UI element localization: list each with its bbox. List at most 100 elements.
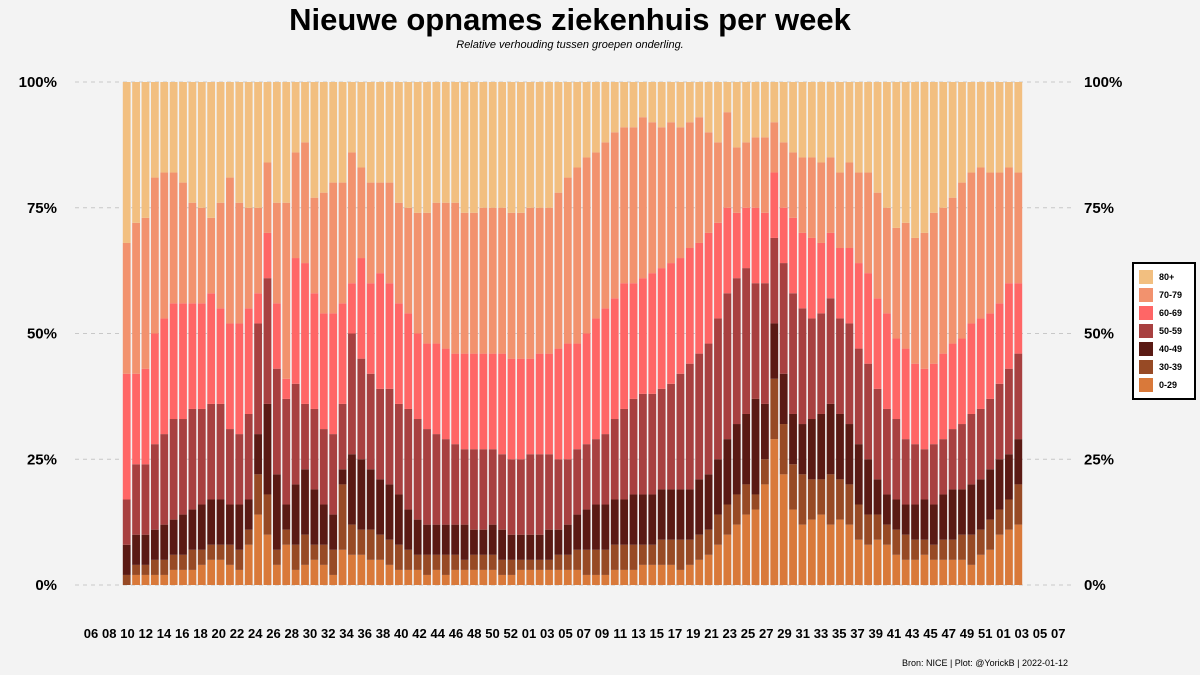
- x-tick-label: 44: [431, 626, 446, 641]
- x-tick-label: 11: [613, 626, 627, 641]
- bar-segment-40-49: [723, 439, 732, 505]
- bar-segment-0-29: [714, 544, 722, 585]
- bar-segment-80+: [864, 82, 873, 173]
- bar-segment-80+: [423, 82, 431, 213]
- bar-week-2: [141, 82, 150, 585]
- bar-segment-0-29: [226, 564, 234, 585]
- bar-segment-30-39: [235, 549, 244, 570]
- bar-week-16: [272, 82, 281, 585]
- bar-segment-0-29: [404, 569, 413, 585]
- bar-week-94: [1005, 82, 1013, 585]
- bar-segment-40-49: [498, 529, 507, 560]
- bar-segment-80+: [798, 82, 807, 158]
- bar-segment-80+: [479, 82, 488, 208]
- bar-segment-60-69: [798, 232, 807, 309]
- x-tick-label: 39: [869, 626, 883, 641]
- bar-segment-70-79: [160, 172, 169, 319]
- bar-segment-0-29: [1005, 529, 1013, 585]
- bar-segment-60-69: [526, 358, 535, 455]
- bar-segment-40-49: [920, 499, 929, 540]
- bar-segment-30-39: [667, 539, 675, 565]
- bar-week-89: [958, 82, 966, 585]
- bar-week-45: [545, 82, 553, 585]
- bar-segment-40-49: [516, 534, 525, 560]
- bar-segment-50-59: [207, 403, 216, 500]
- bar-segment-40-49: [864, 459, 873, 515]
- bar-segment-30-39: [883, 524, 891, 545]
- bar-segment-0-29: [150, 574, 159, 585]
- bar-segment-50-59: [226, 429, 234, 505]
- bar-segment-80+: [939, 82, 948, 208]
- bar-segment-70-79: [122, 242, 131, 374]
- y-tick-right-50: 50%: [1084, 326, 1114, 343]
- bar-segment-80+: [667, 82, 675, 123]
- bar-segment-80+: [714, 82, 722, 143]
- bar-segment-60-69: [704, 232, 713, 344]
- bar-segment-60-69: [441, 348, 450, 440]
- bar-segment-80+: [310, 82, 319, 198]
- bar-segment-40-49: [714, 459, 722, 515]
- bar-segment-0-29: [563, 569, 572, 585]
- bar-segment-40-49: [883, 494, 891, 525]
- bar-segment-0-29: [141, 574, 150, 585]
- bar-segment-0-29: [216, 559, 225, 585]
- bar-segment-60-69: [132, 373, 140, 465]
- bar-segment-70-79: [197, 207, 206, 304]
- source-caption: Bron: NICE | Plot: @YorickB | 2022-01-12: [901, 658, 1068, 668]
- bar-segment-0-29: [488, 569, 497, 585]
- bar-segment-70-79: [751, 137, 760, 208]
- bar-segment-0-29: [667, 564, 675, 585]
- bar-segment-0-29: [479, 569, 488, 585]
- bar-segment-70-79: [338, 182, 347, 304]
- bar-segment-50-59: [319, 429, 328, 505]
- bar-segment-80+: [498, 82, 507, 208]
- bar-segment-80+: [883, 82, 891, 208]
- bar-segment-80+: [751, 82, 760, 138]
- bar-segment-80+: [639, 82, 647, 118]
- bar-segment-0-29: [807, 519, 816, 585]
- bar-segment-40-49: [958, 489, 966, 535]
- bar-segment-80+: [1005, 82, 1013, 168]
- bar-segment-50-59: [404, 408, 413, 510]
- bar-segment-30-39: [976, 529, 985, 555]
- bar-segment-30-39: [385, 539, 394, 565]
- bar-segment-60-69: [160, 318, 169, 435]
- bar-segment-30-39: [629, 544, 638, 570]
- bar-week-6: [179, 82, 187, 585]
- bar-segment-50-59: [657, 388, 666, 490]
- x-tick-label: 41: [887, 626, 901, 641]
- bar-segment-70-79: [742, 142, 751, 208]
- bar-segment-0-29: [629, 569, 638, 585]
- bar-segment-50-59: [498, 454, 507, 530]
- bar-segment-40-49: [751, 398, 760, 495]
- bar-segment-30-39: [676, 539, 685, 570]
- bar-segment-30-39: [226, 544, 234, 565]
- bar-segment-50-59: [451, 444, 460, 525]
- bar-segment-60-69: [348, 283, 356, 334]
- bar-segment-0-29: [432, 569, 441, 585]
- bar-segment-30-39: [488, 554, 497, 570]
- bar-week-1: [132, 82, 140, 585]
- bar-segment-40-49: [507, 534, 516, 560]
- bar-segment-0-29: [704, 554, 713, 585]
- bar-segment-30-39: [329, 549, 338, 575]
- bar-segment-70-79: [441, 202, 450, 349]
- bar-segment-0-29: [179, 569, 187, 585]
- bar-segment-30-39: [188, 549, 197, 570]
- bar-segment-70-79: [366, 182, 375, 284]
- bar-week-4: [160, 82, 169, 585]
- bar-segment-80+: [179, 82, 187, 183]
- bar-week-76: [836, 82, 844, 585]
- bar-segment-70-79: [789, 152, 797, 218]
- bar-segment-60-69: [150, 333, 159, 445]
- bar-segment-30-39: [423, 554, 431, 575]
- bar-segment-0-29: [1014, 524, 1023, 585]
- bar-segment-30-39: [150, 559, 159, 575]
- bar-segment-80+: [901, 82, 910, 223]
- bar-segment-30-39: [516, 559, 525, 570]
- bar-segment-30-39: [704, 529, 713, 555]
- bar-segment-70-79: [995, 172, 1004, 304]
- bar-segment-30-39: [826, 474, 835, 525]
- bar-week-90: [967, 82, 976, 585]
- bar-segment-30-39: [1005, 499, 1013, 530]
